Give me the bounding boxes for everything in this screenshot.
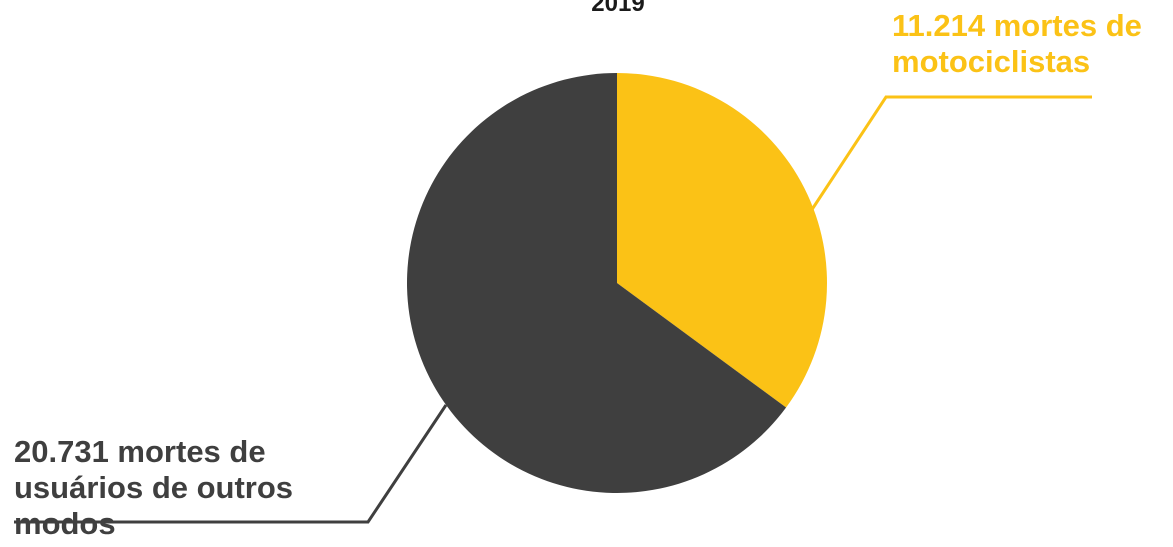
pie-slices bbox=[407, 73, 828, 493]
pie-slice-outros-modos bbox=[407, 73, 787, 493]
slice-label-motociclistas-line-2: motociclistas bbox=[892, 44, 1091, 79]
slice-label-motociclistas-line-1: 11.214 mortes de bbox=[892, 8, 1142, 43]
slice-label-outros-modos-line-2: usuários de outros bbox=[14, 470, 294, 505]
slice-label-outros-modos: 20.731 mortes de usuários de outros modo… bbox=[14, 434, 293, 542]
chart-title: 2019 bbox=[591, 0, 645, 17]
slice-label-outros-modos-line-1: 20.731 mortes de bbox=[14, 434, 266, 469]
pie-slice-motociclistas bbox=[617, 73, 828, 408]
slice-label-outros-modos-line-3: modos bbox=[14, 506, 116, 541]
leader-line-motociclistas bbox=[809, 95, 1092, 212]
leader-line-outros-modos bbox=[14, 404, 448, 524]
slice-label-motociclistas: 11.214 mortes de motociclistas bbox=[892, 8, 1142, 80]
